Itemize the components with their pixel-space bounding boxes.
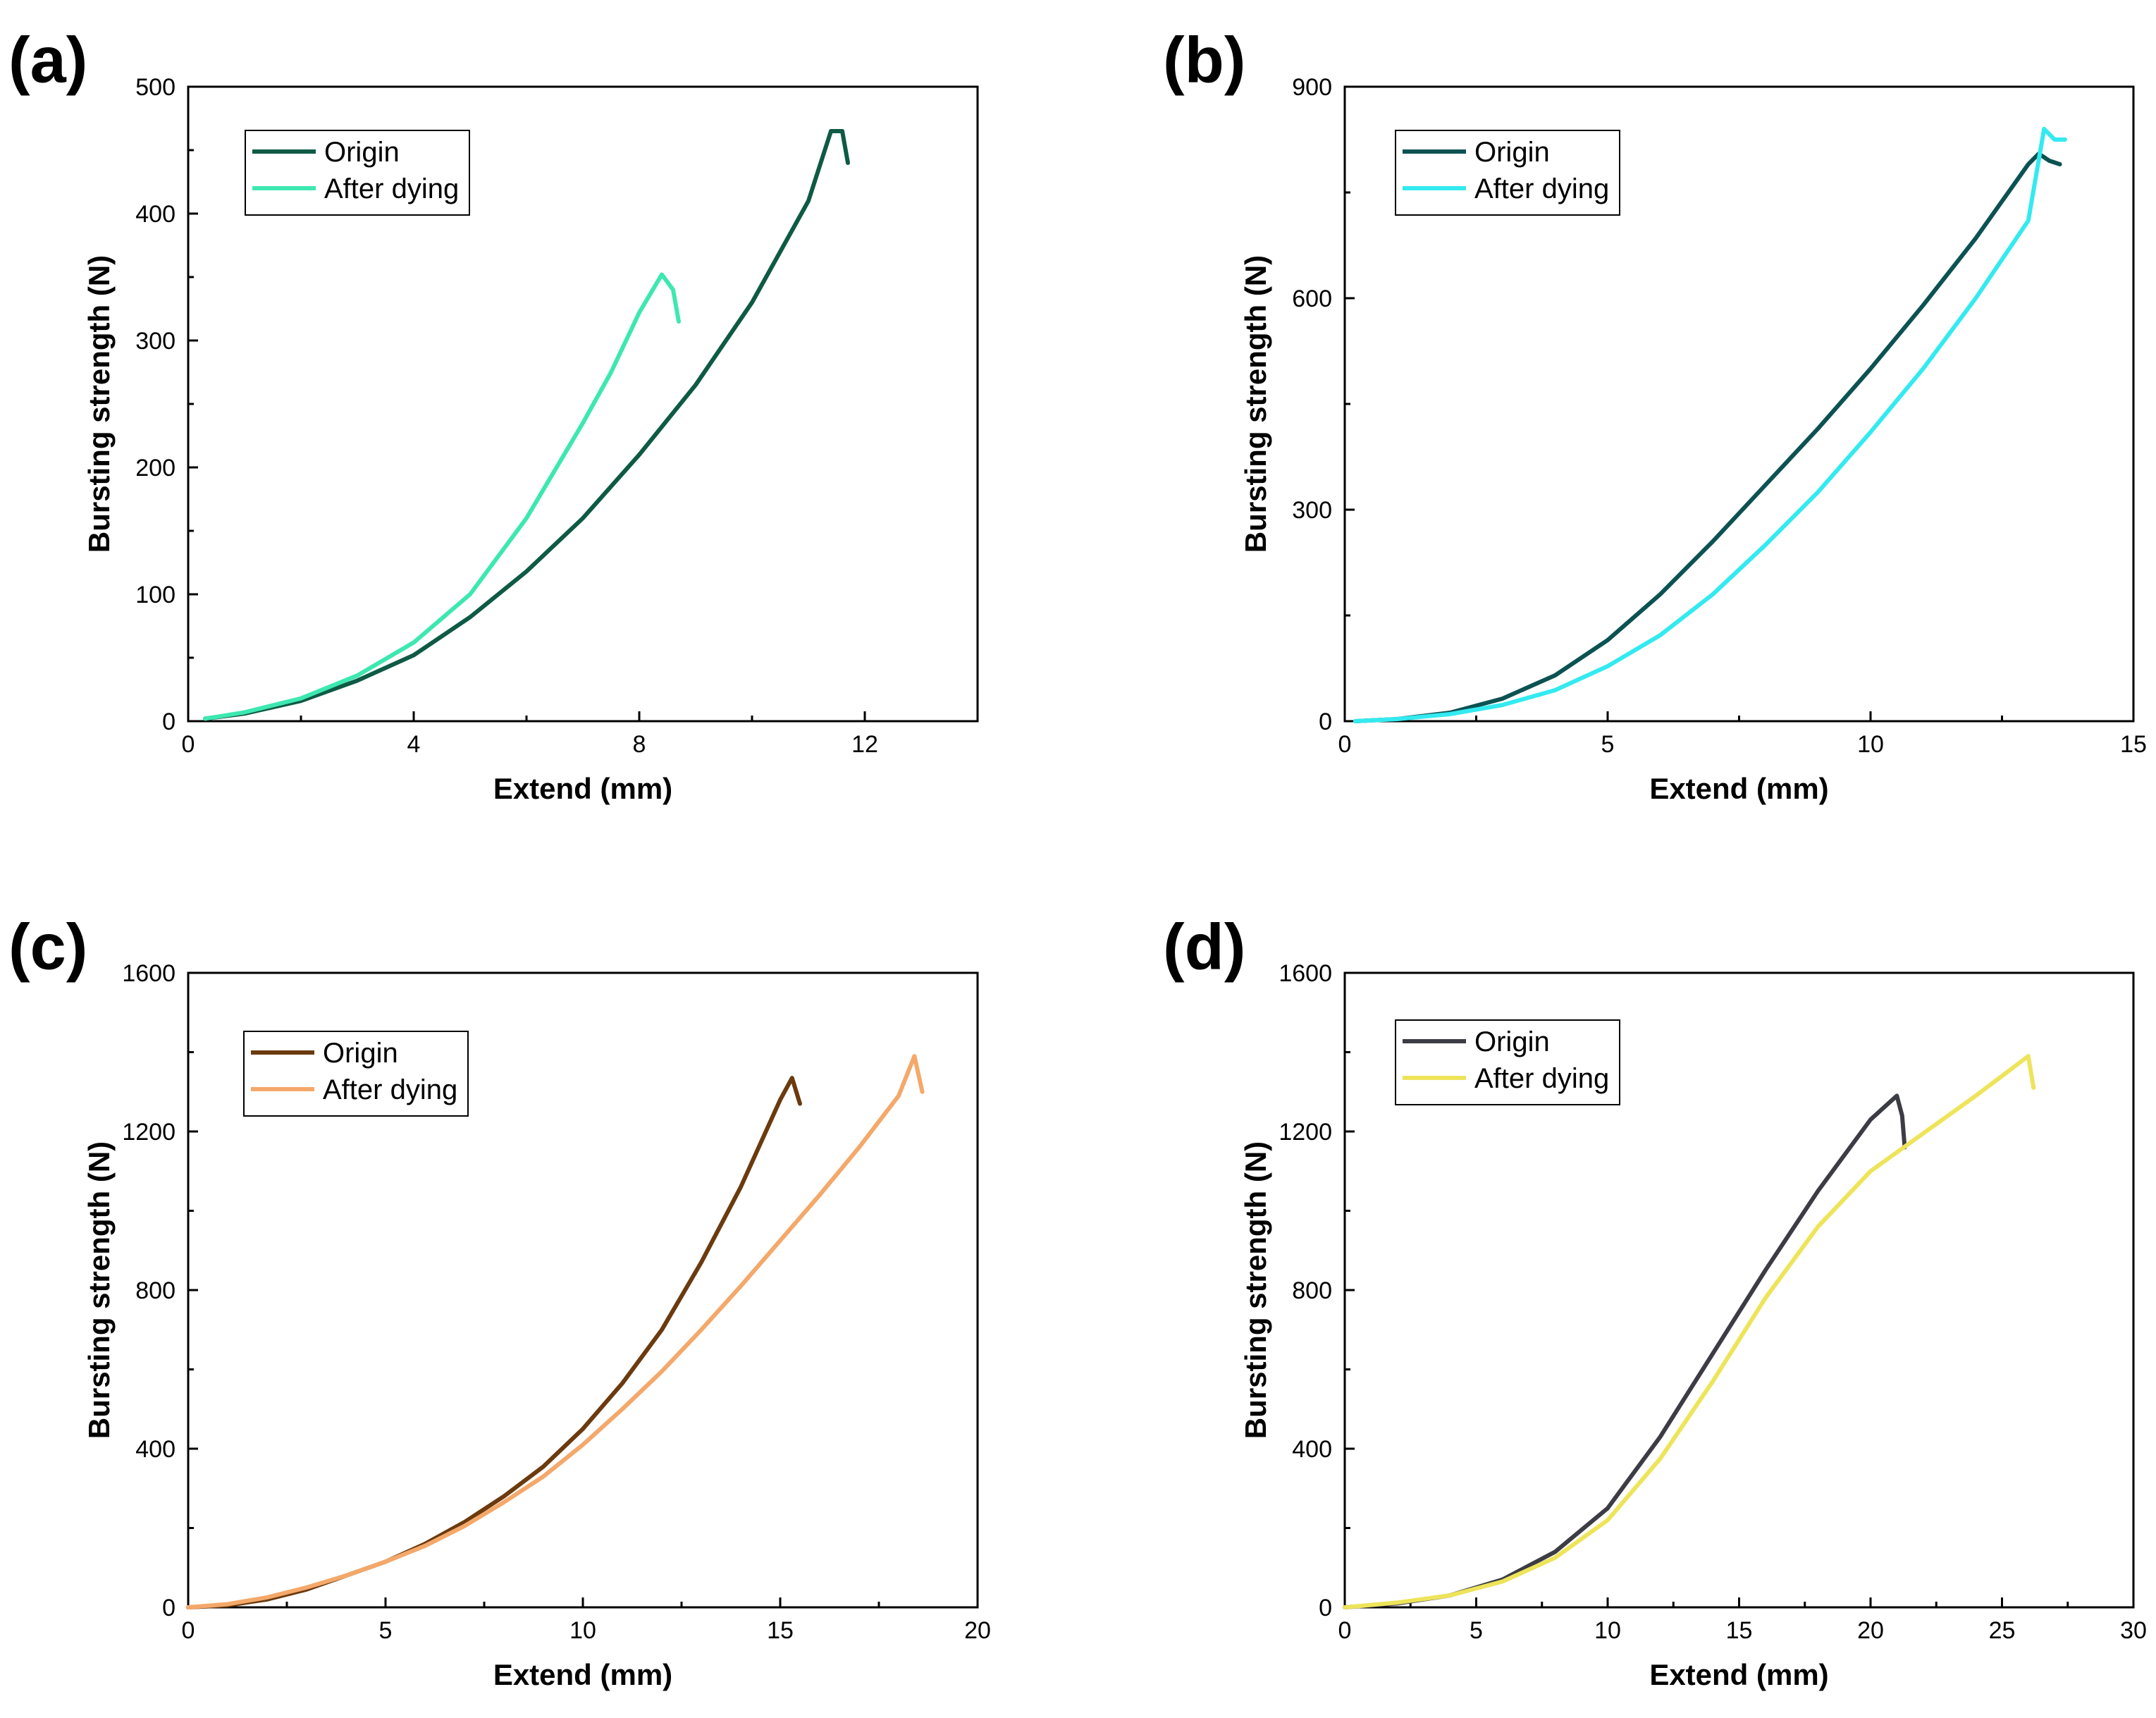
chart-panel-0: (a) 0 4 8 12 0 100 200 300 400 500 Extend (mm) Burst… xyxy=(8,24,979,805)
legend-box xyxy=(245,130,470,216)
y-tick-label: 0 xyxy=(1319,1595,1332,1621)
legend-label: After dying xyxy=(1474,173,1609,204)
legend-label: Origin xyxy=(323,1038,398,1069)
series-line-origin xyxy=(203,129,850,721)
x-tick-label: 20 xyxy=(1857,1617,1884,1644)
panel-label: (b) xyxy=(1163,24,1245,96)
y-tick-label: 0 xyxy=(1319,708,1332,735)
y-axis-title: Bursting strength (N) xyxy=(1239,1141,1272,1439)
series-line-after-dying xyxy=(203,272,681,721)
legend-label: After dying xyxy=(1474,1063,1609,1094)
x-tick-label: 20 xyxy=(964,1617,991,1644)
x-axis-title: Extend (mm) xyxy=(493,772,672,805)
x-tick-label: 10 xyxy=(569,1617,596,1644)
x-tick-label: 8 xyxy=(633,731,646,758)
x-tick-label: 0 xyxy=(182,731,195,758)
x-tick-label: 4 xyxy=(407,731,421,758)
x-tick-label: 12 xyxy=(851,731,878,758)
panel-label: (d) xyxy=(1163,911,1245,983)
series-line-origin xyxy=(186,1076,802,1609)
legend-label: After dying xyxy=(323,1074,457,1105)
y-axis-title: Bursting strength (N) xyxy=(1239,255,1272,553)
y-tick-label: 200 xyxy=(135,455,175,481)
x-tick-label: 0 xyxy=(1338,1617,1352,1644)
y-tick-label: 400 xyxy=(135,1436,175,1463)
x-tick-label: 10 xyxy=(1594,1617,1621,1644)
x-axis-title: Extend (mm) xyxy=(1649,1658,1828,1691)
y-tick-label: 500 xyxy=(135,74,175,101)
y-tick-label: 300 xyxy=(135,328,175,355)
legend-box xyxy=(1395,130,1620,216)
y-tick-label: 100 xyxy=(135,582,175,608)
x-tick-label: 5 xyxy=(1601,731,1615,758)
x-tick-label: 0 xyxy=(182,1617,195,1644)
legend-label: Origin xyxy=(1474,1026,1550,1057)
y-tick-label: 1600 xyxy=(122,960,175,987)
series-line-after-dying xyxy=(1343,1054,2036,1609)
x-tick-label: 5 xyxy=(1470,1617,1483,1644)
x-tick-label: 0 xyxy=(1338,731,1352,758)
legend-box xyxy=(1395,1019,1620,1105)
series-line-origin xyxy=(1343,1093,1907,1609)
chart-panel-3: (d) 0 5 10 15 20 25 30 0 400 800 1200 1600 Extend (mm… xyxy=(1163,911,2147,1691)
y-axis-title: Bursting strength (N) xyxy=(82,1141,116,1439)
y-tick-label: 900 xyxy=(1292,74,1332,101)
y-tick-label: 800 xyxy=(135,1277,175,1304)
x-tick-label: 5 xyxy=(379,1617,393,1644)
legend-box xyxy=(243,1031,469,1117)
y-tick-label: 1200 xyxy=(122,1119,175,1146)
y-tick-label: 400 xyxy=(135,201,175,228)
x-tick-label: 15 xyxy=(2120,731,2147,758)
y-tick-label: 300 xyxy=(1292,497,1332,524)
y-tick-label: 0 xyxy=(162,1595,175,1621)
x-tick-label: 15 xyxy=(767,1617,794,1644)
x-axis-title: Extend (mm) xyxy=(493,1658,672,1691)
series-line-after-dying xyxy=(1353,127,2067,723)
chart-panel-1: (b) 0 5 10 15 0 300 600 900 Extend (mm) Bursting s… xyxy=(1163,24,2147,805)
y-tick-label: 1600 xyxy=(1279,960,1332,987)
x-axis-title: Extend (mm) xyxy=(1649,772,1828,805)
x-tick-label: 25 xyxy=(1989,1617,2016,1644)
y-tick-label: 600 xyxy=(1292,286,1332,312)
panel-label: (a) xyxy=(8,24,87,96)
y-tick-label: 400 xyxy=(1292,1436,1332,1463)
series-line-origin xyxy=(1353,152,2062,723)
x-tick-label: 10 xyxy=(1857,731,1884,758)
legend-label: Origin xyxy=(1474,137,1550,168)
y-tick-label: 1200 xyxy=(1279,1119,1332,1146)
series-line-after-dying xyxy=(186,1054,925,1609)
x-tick-label: 30 xyxy=(2120,1617,2147,1644)
legend-label: Origin xyxy=(324,137,400,168)
y-tick-label: 0 xyxy=(162,708,175,735)
x-tick-label: 15 xyxy=(1726,1617,1753,1644)
chart-panel-2: (c) 0 5 10 15 20 0 400 800 1200 1600 Extend (mm) Bur… xyxy=(8,911,991,1691)
legend-label: After dying xyxy=(324,173,459,204)
panel-label: (c) xyxy=(8,911,87,983)
y-tick-label: 800 xyxy=(1292,1277,1332,1304)
y-axis-title: Bursting strength (N) xyxy=(82,255,116,553)
